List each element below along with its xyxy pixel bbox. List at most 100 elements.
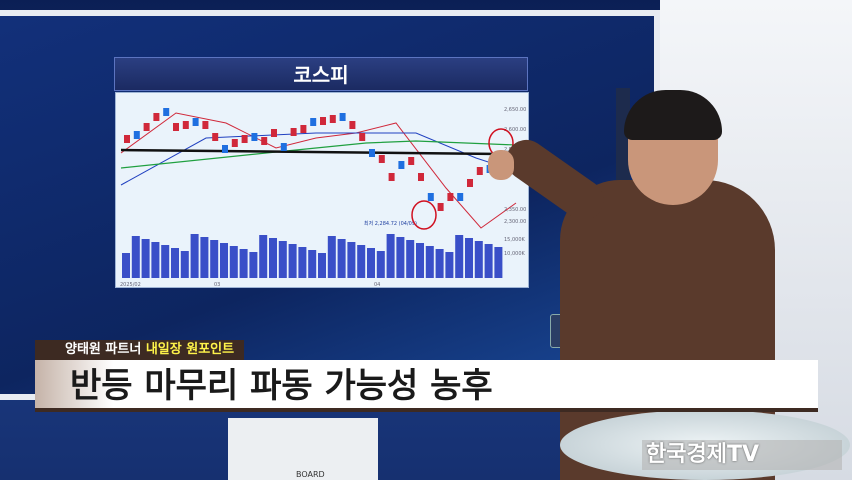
candle <box>173 123 179 131</box>
candle <box>212 133 219 141</box>
podium <box>228 418 378 480</box>
speaker-name: 양태원 파트너 <box>65 342 142 357</box>
candle <box>241 135 248 143</box>
volume-bar <box>259 235 268 278</box>
podium-label: BOARD <box>296 470 325 479</box>
x-tick-label: 03 <box>214 282 220 288</box>
volume-bar <box>210 240 219 278</box>
candle <box>349 121 356 129</box>
volume-bar <box>435 249 444 278</box>
y-tick-label: 2,600.00 <box>504 127 526 133</box>
presenter-hair <box>624 90 722 140</box>
candle <box>261 137 268 145</box>
volume-bar <box>180 251 189 278</box>
candle <box>143 123 150 131</box>
candle <box>359 133 366 141</box>
candle <box>300 125 307 133</box>
x-tick-label: 04 <box>374 282 380 288</box>
volume-bar <box>141 239 150 278</box>
candle <box>310 118 317 126</box>
volume-bar <box>318 253 326 278</box>
volume-bar <box>445 252 454 278</box>
candle <box>163 108 170 116</box>
y-tick-label: 2,650.00 <box>504 107 526 113</box>
volume-bar <box>269 238 277 278</box>
ma-long-line <box>120 140 517 169</box>
volume-bar <box>386 234 395 278</box>
trend-line <box>120 148 502 156</box>
candle <box>378 155 385 163</box>
x-tick-label: 2025/02 <box>120 282 141 288</box>
ma-mid-line <box>120 132 517 186</box>
volume-bar <box>161 245 170 278</box>
volume-bar <box>484 244 493 278</box>
volume-bar <box>367 248 375 278</box>
volume-bar <box>425 246 434 278</box>
volume-bar <box>229 246 238 278</box>
volume-bar <box>298 247 307 278</box>
candle <box>339 113 346 121</box>
volume-bar <box>474 241 483 278</box>
candle <box>437 203 444 211</box>
candle <box>124 135 130 143</box>
candle <box>251 133 258 141</box>
low-annotation: 최저 2,284.72 (04/09) <box>364 220 417 227</box>
volume-bar <box>220 243 228 278</box>
channel-logo: 한국경제TV <box>642 440 842 470</box>
candle <box>427 193 434 201</box>
volume-bar <box>396 237 405 278</box>
candle <box>231 139 238 147</box>
segment-name: 내일장 원포인트 <box>145 342 235 357</box>
volume-bar <box>190 234 199 278</box>
volume-tick-label: 10,000K <box>504 251 525 257</box>
drawing-toolbar <box>616 88 630 188</box>
volume-bar <box>239 249 248 278</box>
candle <box>329 115 336 123</box>
candle <box>320 117 326 125</box>
subtitle-banner: 양태원 파트너 내일장 원포인트 <box>35 340 245 360</box>
kospi-chart: 2,650.002,600.002,550.002,350.002,300.00… <box>115 92 529 288</box>
candle <box>418 173 424 181</box>
candle <box>271 129 277 137</box>
volume-bar <box>347 242 356 278</box>
volume-bar <box>455 235 464 278</box>
volume-bar <box>465 238 473 278</box>
candle <box>192 118 199 126</box>
candle <box>457 193 464 201</box>
volume-bar <box>249 252 258 278</box>
candle <box>467 179 473 187</box>
volume-bar <box>151 242 160 278</box>
volume-bar <box>278 241 287 278</box>
volume-bar <box>122 253 130 278</box>
candle <box>202 121 209 129</box>
volume-bar <box>376 251 385 278</box>
volume-bar <box>171 248 179 278</box>
volume-bar <box>416 243 424 278</box>
volume-bar <box>357 245 366 278</box>
volume-bar <box>288 244 297 278</box>
candle <box>280 143 287 151</box>
candle <box>182 121 189 129</box>
ma-short-line <box>120 112 517 229</box>
volume-bar <box>131 236 140 278</box>
y-tick-label: 2,350.00 <box>504 207 526 213</box>
chart-title: 코스피 <box>114 57 528 91</box>
chart-svg: 2,650.002,600.002,550.002,350.002,300.00… <box>120 107 526 288</box>
candle <box>408 157 415 165</box>
candle <box>222 145 228 153</box>
candle <box>290 128 297 136</box>
candle <box>133 131 140 139</box>
candle <box>476 167 483 175</box>
volume-bar <box>200 237 209 278</box>
candle <box>447 193 454 201</box>
volume-bar <box>494 247 503 278</box>
volume-bar <box>406 240 415 278</box>
candle <box>153 113 160 121</box>
candle <box>388 173 395 181</box>
y-tick-label: 2,300.00 <box>504 219 526 225</box>
headline-banner: 반등 마무리 파동 가능성 농후 <box>35 360 818 412</box>
volume-tick-label: 15,000K <box>504 237 525 243</box>
volume-bar <box>308 250 317 278</box>
candle <box>369 149 375 157</box>
candle <box>398 161 405 169</box>
